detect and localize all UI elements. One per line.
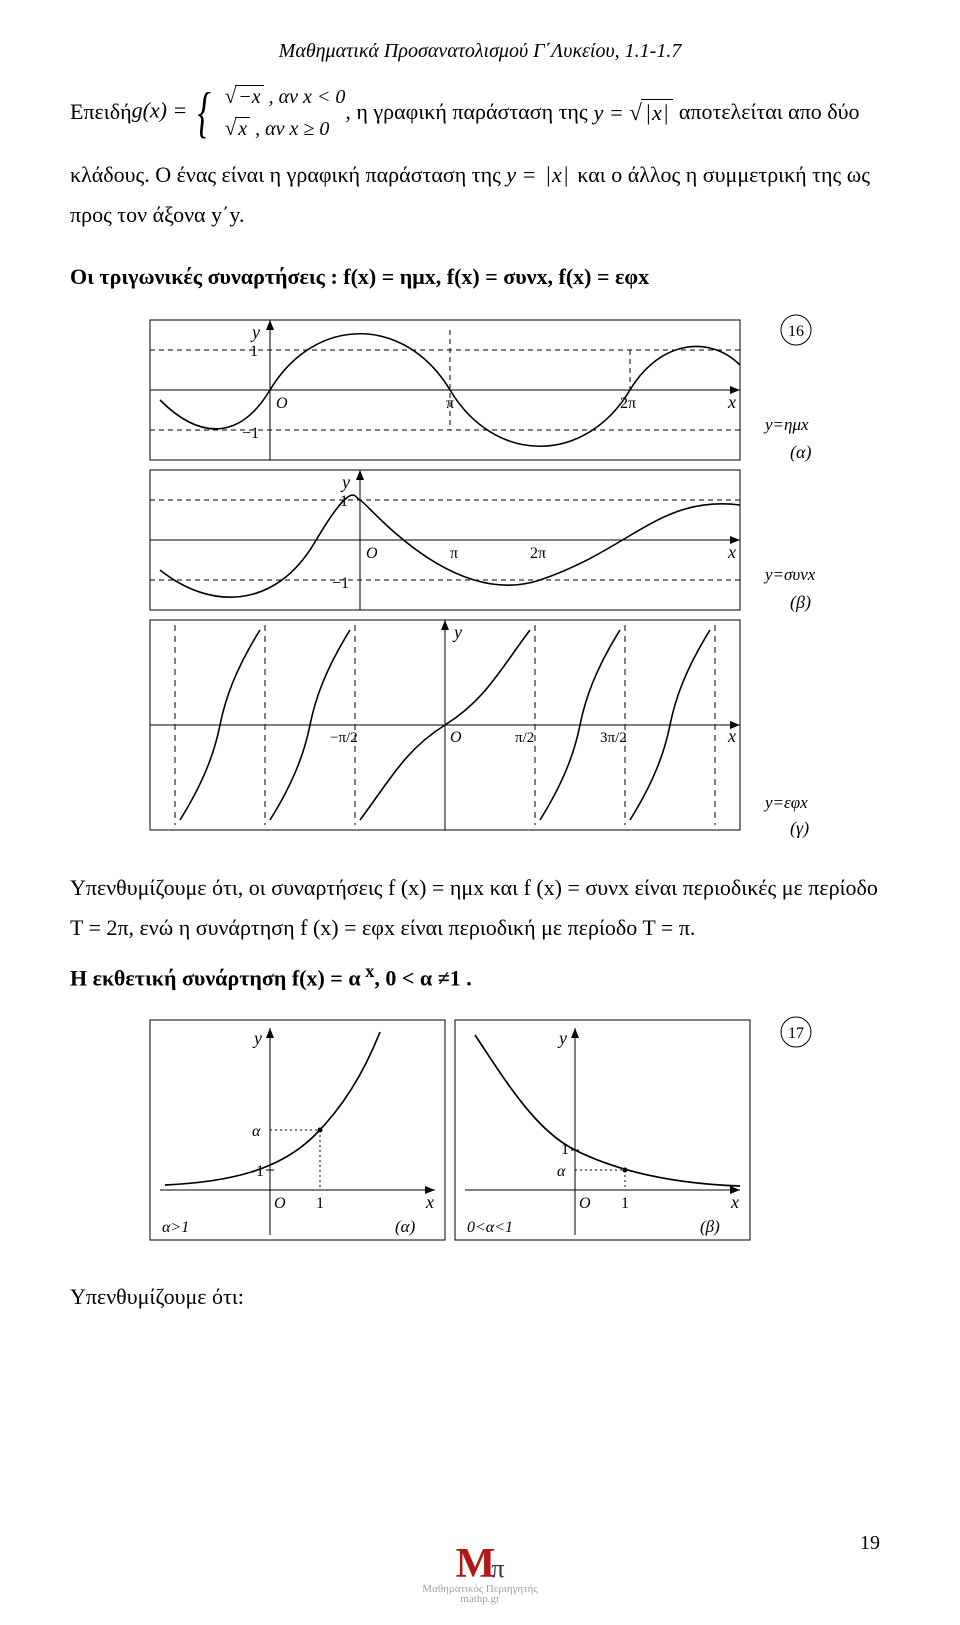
- sin-y-axis: y: [250, 322, 260, 342]
- expB-one: 1: [561, 1141, 569, 1158]
- expB-xtick: 1: [621, 1195, 629, 1212]
- exp-svg: 17 y x O α 1: [140, 1014, 820, 1249]
- sin-ytick-1: 1: [250, 343, 258, 360]
- trig-svg: 16 y x O: [140, 312, 820, 842]
- piecewise-case-2: x , αν x ≥ 0: [225, 113, 346, 145]
- para2-t1: κλάδους. Ο ένας είναι η γραφική παράστασ…: [70, 162, 506, 187]
- periodic-note-2: Τ = 2π, ενώ η συνάρτηση f (x) = εφx είνα…: [70, 911, 890, 945]
- expB-tag: (β): [700, 1217, 720, 1236]
- case2-radicand: x: [235, 117, 250, 140]
- tan-panel-tag: (γ): [790, 818, 809, 839]
- footer-logo: Μπ Μαθηματικός Περιηγητής mathp.gr: [422, 1543, 537, 1605]
- tan-y-axis: y: [452, 622, 462, 642]
- expA-tag: (α): [395, 1217, 416, 1236]
- trig-heading: Οι τριγωνικές συναρτήσεις : f(x) = ημx, …: [70, 260, 890, 294]
- left-brace-icon: {: [197, 85, 210, 141]
- page-header: Μαθηματικά Προσανατολισμού Γ΄Λυκείου, 1.…: [70, 40, 890, 63]
- page-number: 19: [860, 1532, 880, 1555]
- cos-func-label: y=συνx: [763, 565, 816, 584]
- periodic-note-1: Υπενθυμίζουμε ότι, οι συναρτήσεις f (x) …: [70, 871, 890, 905]
- fig16-number: 16: [788, 323, 804, 340]
- tan-origin: O: [450, 729, 462, 746]
- expA-caption: α>1: [162, 1219, 189, 1236]
- cos-ytick-neg1: −1: [332, 575, 349, 592]
- logo-m-icon: Μ: [456, 1541, 496, 1587]
- exp-heading: Η εκθετική συνάρτηση f(x) = α x, 0 < α ≠…: [70, 957, 890, 995]
- case2-cond: , αν x ≥ 0: [255, 118, 329, 140]
- para2-t2: και ο άλλος η συμμετρική της ως: [577, 162, 870, 187]
- exp-heading-post: , 0 < α ≠1 .: [374, 966, 471, 991]
- expA-x-axis: x: [425, 1192, 434, 1212]
- y-eq-label: y =: [506, 162, 542, 187]
- paragraph-1: Επειδή g(x) = { −x , αν x < 0 x , αν x ≥…: [70, 81, 890, 144]
- cos-ytick-1: 1: [340, 493, 348, 510]
- expA-xtick: 1: [316, 1195, 324, 1212]
- piecewise-case-1: −x , αν x < 0: [225, 81, 346, 113]
- paragraph-3: προς τον άξονα y΄y.: [70, 198, 890, 232]
- para1-tail: αποτελείται απο δύο: [679, 95, 860, 129]
- fig17-number: 17: [788, 1025, 804, 1042]
- expB-x-axis: x: [730, 1192, 739, 1212]
- cos-panel-tag: (β): [790, 592, 811, 613]
- expB-y-axis: y: [557, 1028, 567, 1048]
- logo-pi-icon: π: [491, 1554, 504, 1583]
- cos-y-axis: y: [340, 472, 350, 492]
- sin-func-label: y=ημx: [763, 415, 809, 434]
- expB-origin: O: [579, 1195, 591, 1212]
- para1-mid: , η γραφική παράσταση της: [345, 95, 587, 129]
- g-label: g(x) =: [132, 98, 193, 123]
- tan-tick-pi2: π/2: [515, 730, 534, 746]
- sin-x-axis: x: [727, 392, 736, 412]
- abs-x: x: [552, 162, 562, 187]
- tan-x-axis: x: [727, 726, 736, 746]
- paragraph-2: κλάδους. Ο ένας είναι η γραφική παράστασ…: [70, 158, 890, 192]
- cos-origin: O: [366, 545, 378, 562]
- sin-xtick-2pi: 2π: [620, 395, 636, 412]
- expA-y-axis: y: [252, 1028, 262, 1048]
- expA-alpha: α: [252, 1123, 261, 1140]
- last-note: Υπενθυμίζουμε ότι:: [70, 1280, 890, 1314]
- cos-xtick-pi: π: [450, 545, 458, 562]
- expA-origin: O: [274, 1195, 286, 1212]
- exp-figure: 17 y x O α 1: [70, 1014, 890, 1254]
- g-of-x: g(x) = { −x , αν x < 0 x , αν x ≥ 0: [132, 81, 346, 144]
- exp-heading-sup: x: [361, 961, 375, 981]
- tan-func-label: y=εφx: [763, 793, 808, 812]
- y-eq-abs-x: y = x: [506, 162, 577, 187]
- case1-radicand: −x: [235, 85, 263, 108]
- sin-origin: O: [276, 395, 288, 412]
- y-sqrt-abs-x: y = x: [588, 95, 679, 131]
- cos-x-axis: x: [727, 542, 736, 562]
- y-radicand: x: [652, 100, 662, 125]
- expB-alpha: α: [557, 1163, 566, 1180]
- expA-one: 1: [256, 1163, 264, 1180]
- expB-caption: 0<α<1: [467, 1219, 513, 1236]
- tan-tick-3pi2: 3π/2: [600, 730, 627, 746]
- case1-cond: , αν x < 0: [269, 86, 346, 108]
- cos-xtick-2pi: 2π: [530, 545, 546, 562]
- para1-lead: Επειδή: [70, 95, 132, 129]
- exp-heading-pre: Η εκθετική συνάρτηση f(x) = α: [70, 966, 361, 991]
- tan-tick-negpi2: −π/2: [330, 730, 358, 746]
- sin-ytick-neg1: −1: [242, 425, 259, 442]
- sin-panel-tag: (α): [790, 442, 811, 463]
- sin-xtick-pi: π: [446, 395, 454, 412]
- trig-figure: 16 y x O: [70, 312, 890, 847]
